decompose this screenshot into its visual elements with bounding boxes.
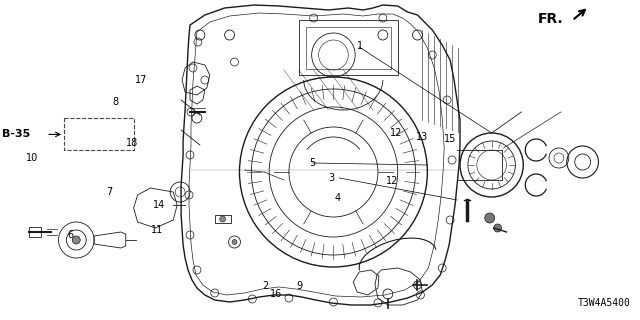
Bar: [215, 215, 230, 223]
Text: 2: 2: [262, 281, 268, 292]
Text: 6: 6: [67, 230, 74, 240]
Text: B-35: B-35: [2, 129, 30, 140]
Text: T3W4A5400: T3W4A5400: [577, 298, 630, 308]
Circle shape: [493, 224, 502, 232]
Text: 4: 4: [334, 193, 340, 204]
Text: 17: 17: [135, 75, 147, 85]
Bar: [29, 227, 41, 237]
Text: 18: 18: [126, 138, 138, 148]
Text: 15: 15: [444, 134, 456, 144]
Bar: [64, 118, 134, 150]
Circle shape: [232, 239, 237, 244]
Text: 3: 3: [328, 172, 334, 183]
Circle shape: [220, 216, 226, 222]
Text: 12: 12: [386, 176, 398, 186]
Text: 7: 7: [106, 187, 113, 197]
Circle shape: [72, 236, 80, 244]
Bar: [299, 20, 397, 75]
Text: 10: 10: [26, 153, 38, 164]
Bar: [306, 27, 391, 69]
Text: 16: 16: [270, 289, 282, 299]
Text: FR.: FR.: [538, 12, 563, 26]
Text: 8: 8: [113, 97, 119, 108]
Text: 12: 12: [390, 128, 403, 138]
Text: 13: 13: [415, 132, 428, 142]
Circle shape: [484, 213, 495, 223]
Text: 5: 5: [310, 158, 316, 168]
Text: 9: 9: [296, 281, 303, 292]
Text: 11: 11: [151, 225, 163, 235]
Text: 1: 1: [357, 41, 364, 52]
Text: 14: 14: [153, 200, 165, 211]
